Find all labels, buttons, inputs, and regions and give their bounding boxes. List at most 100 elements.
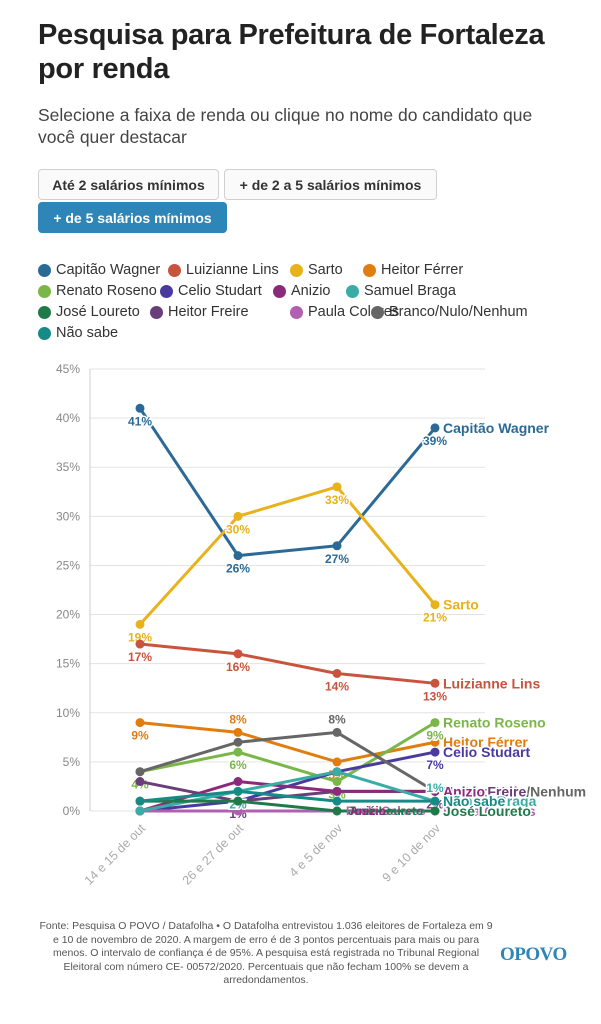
series-end-label[interactable]: Heitor Freire — [442, 782, 528, 801]
legend-item[interactable]: Capitão Wagner — [38, 262, 160, 278]
data-point[interactable] — [135, 796, 145, 806]
x-tick-label: 14 e 15 de out — [82, 821, 149, 888]
series-end-label[interactable]: Capitão Wagner — [442, 418, 552, 437]
data-point[interactable] — [430, 737, 440, 747]
series-0[interactable]: 41% 26% 27% 39%Capitão Wagner — [126, 403, 552, 577]
legend-item[interactable]: Renato Roseno — [38, 283, 157, 299]
legend-swatch — [150, 305, 163, 319]
data-point[interactable] — [135, 806, 145, 816]
data-point[interactable] — [233, 777, 243, 787]
data-point[interactable] — [233, 649, 243, 659]
legend-label: Não sabe — [56, 325, 119, 341]
data-label: 9% — [131, 729, 149, 743]
data-point[interactable] — [233, 806, 243, 816]
legend-label: José Loureto — [56, 304, 140, 320]
legend-item[interactable]: Heitor Freire — [150, 304, 249, 320]
data-point[interactable] — [233, 796, 243, 806]
footer-source: Fonte: Pesquisa O POVO / Datafolha • O D… — [39, 920, 493, 986]
data-point[interactable] — [430, 806, 440, 816]
series-6[interactable]: 8% Branco/Nulo/Nenhum — [135, 711, 588, 801]
data-point[interactable] — [430, 600, 440, 610]
legend-item[interactable]: Branco/Nulo/Nenhum — [371, 304, 528, 320]
data-point[interactable] — [135, 403, 145, 413]
y-tick-label: 10% — [56, 706, 80, 720]
data-point[interactable] — [332, 541, 342, 551]
series-end-label[interactable]: Paula Colares — [442, 802, 538, 821]
y-tick-label: 0% — [63, 804, 81, 818]
series-end-label[interactable]: Branco/Nulo/Nenhum — [442, 782, 588, 801]
legend-label: Samuel Braga — [364, 283, 456, 299]
data-point[interactable] — [430, 747, 440, 757]
series-end-label[interactable]: Samuel Braga — [442, 792, 539, 811]
data-point[interactable] — [135, 619, 145, 629]
data-label: 13% — [423, 689, 447, 703]
data-label: 8% — [229, 712, 247, 726]
data-point[interactable] — [233, 786, 243, 796]
data-point[interactable] — [430, 678, 440, 688]
data-point[interactable] — [332, 796, 342, 806]
legend-label: Heitor Férrer — [381, 262, 464, 278]
filter-button-mais-de-5[interactable]: + de 5 salários mínimos — [38, 202, 227, 233]
data-point[interactable] — [332, 668, 342, 678]
legend-swatch — [160, 284, 173, 298]
series-1[interactable]: 19% 30% 33% 21%Sarto — [126, 482, 481, 646]
series-end-label[interactable]: Heitor Férrer — [442, 733, 530, 752]
data-point[interactable] — [233, 737, 243, 747]
data-label: 39% — [423, 434, 447, 448]
data-label: 27% — [325, 552, 349, 566]
series-end-label[interactable]: Celio Studart — [442, 743, 532, 762]
data-point[interactable] — [430, 423, 440, 433]
filter-button-2-a-5[interactable]: + de 2 a 5 salários mínimos — [224, 169, 437, 200]
data-point[interactable] — [332, 482, 342, 492]
data-point[interactable] — [135, 639, 145, 649]
data-point[interactable] — [233, 747, 243, 757]
series-end-label[interactable]: José Loureto — [442, 802, 533, 821]
data-point[interactable] — [233, 511, 243, 521]
series-end-label[interactable]: Sarto — [442, 595, 481, 614]
series-line — [139, 730, 436, 793]
legend-label: Heitor Freire — [168, 304, 249, 320]
legend-swatch — [38, 326, 51, 340]
series-end-label[interactable]: Luizianne Lins — [442, 674, 542, 693]
legend-item[interactable]: Anizio — [273, 283, 331, 299]
data-point[interactable] — [332, 786, 342, 796]
data-point[interactable] — [135, 718, 145, 728]
data-point[interactable] — [135, 777, 145, 787]
legend-item[interactable]: Heitor Férrer — [363, 262, 463, 278]
legend-item[interactable]: Sarto — [290, 262, 343, 278]
series-end-label[interactable]: Renato Roseno — [442, 713, 548, 732]
data-point[interactable] — [332, 727, 342, 737]
series-end-label[interactable]: Anizio — [442, 782, 487, 801]
data-point[interactable] — [332, 777, 342, 787]
series-line — [138, 485, 437, 626]
legend-item[interactable]: José Loureto — [38, 304, 140, 320]
legend-item[interactable]: Samuel Braga — [346, 283, 456, 299]
data-point[interactable] — [430, 796, 440, 806]
series-12[interactable]: Não sabe — [135, 786, 507, 811]
y-tick-label: 25% — [56, 558, 80, 572]
data-point[interactable] — [332, 806, 342, 816]
legend-item[interactable]: Não sabe — [38, 325, 118, 341]
legend-item[interactable]: Celio Studart — [160, 283, 262, 299]
legend-label: Sarto — [308, 262, 343, 278]
series-11[interactable]: José Loureto — [135, 796, 533, 821]
data-label: 6% — [229, 758, 247, 772]
data-point[interactable] — [332, 767, 342, 777]
legend-item[interactable]: Luizianne Lins — [168, 262, 279, 278]
legend-swatch — [371, 305, 384, 319]
data-label: 17% — [128, 650, 152, 664]
data-point[interactable] — [233, 727, 243, 737]
series-line — [138, 407, 437, 558]
data-point[interactable] — [430, 786, 440, 796]
series-2[interactable]: 17% 16% 14% 13%Luizianne Lins — [126, 639, 542, 705]
filter-button-ate-2[interactable]: Até 2 salários mínimos — [38, 169, 219, 200]
legend-swatch — [38, 284, 51, 298]
x-tick-label: 4 e 5 de nov — [287, 821, 346, 880]
cluster-label: Anizio — [350, 804, 386, 818]
data-point[interactable] — [430, 718, 440, 728]
series-end-label[interactable]: Não sabe — [442, 792, 507, 811]
y-tick-label: 35% — [56, 460, 80, 474]
data-point[interactable] — [135, 767, 145, 777]
data-point[interactable] — [233, 551, 243, 561]
data-point[interactable] — [332, 757, 342, 767]
